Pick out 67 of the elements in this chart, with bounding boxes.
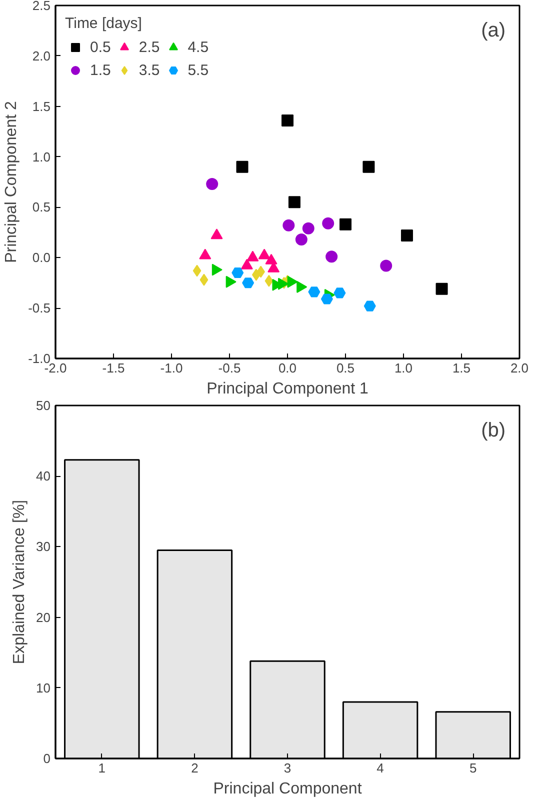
- x-tick-label: 1.0: [394, 360, 413, 376]
- point: [362, 160, 375, 173]
- point: [210, 228, 223, 240]
- point: [340, 218, 352, 230]
- y-tick-label: 20: [36, 610, 51, 625]
- point: [192, 264, 202, 277]
- x-tick-label: 5: [469, 760, 477, 776]
- x-tick-label: 0.5: [336, 360, 355, 376]
- x-tick-label: 4: [376, 760, 384, 776]
- y-tick-label: 50: [36, 398, 51, 413]
- x-axis-title: Principal Component 1: [206, 380, 369, 398]
- x-tick-label: -1.5: [102, 360, 125, 376]
- legend-label: 0.5: [90, 38, 111, 56]
- x-axis-title: Principal Component: [213, 780, 362, 798]
- x-tick-label: 2.0: [510, 360, 529, 376]
- y-axis-title: Explained Variance [%]: [11, 500, 28, 664]
- legend-title: Time [days]: [65, 15, 143, 32]
- legend-label: 4.5: [188, 38, 209, 56]
- y-tick-label: 0.0: [32, 250, 51, 266]
- point: [302, 222, 314, 234]
- x-tick-label: 1: [98, 760, 106, 776]
- y-tick-label: 2.0: [32, 48, 51, 64]
- legend-label: 2.5: [138, 38, 160, 56]
- y-tick-label: -1.0: [28, 351, 51, 366]
- point: [295, 234, 308, 246]
- point: [226, 276, 236, 288]
- point: [282, 219, 295, 232]
- legend-label: 5.5: [188, 62, 209, 78]
- point: [212, 264, 222, 276]
- annotation: (b): [481, 420, 506, 442]
- y-tick-label: 40: [36, 468, 51, 484]
- x-tick-label: 1.5: [452, 360, 471, 376]
- point: [200, 274, 208, 286]
- x-tick-label: -0.5: [218, 360, 241, 376]
- point: [436, 282, 448, 295]
- x-tick-label: 2: [191, 760, 198, 776]
- point: [282, 114, 294, 126]
- point: [380, 260, 392, 272]
- point: [320, 294, 333, 304]
- point: [287, 276, 298, 288]
- annotation: (a): [481, 20, 506, 42]
- point: [334, 288, 346, 298]
- point: [326, 250, 338, 263]
- y-tick-label: 1.0: [32, 149, 51, 164]
- point: [236, 160, 248, 173]
- x-tick-label: 3: [284, 760, 292, 776]
- point: [400, 229, 413, 242]
- y-tick-label: 30: [36, 539, 51, 554]
- legend-label: 1.5: [90, 62, 111, 78]
- point: [364, 300, 376, 312]
- point: [288, 196, 300, 208]
- x-tick-label: 0.0: [278, 360, 297, 376]
- point: [242, 278, 254, 288]
- point: [322, 217, 334, 230]
- y-tick-label: 0: [43, 751, 51, 766]
- y-tick-label: 0.5: [32, 200, 51, 215]
- y-tick-label: 1.5: [32, 98, 51, 114]
- y-tick-label: 10: [36, 680, 51, 696]
- legend-label: 3.5: [138, 62, 160, 78]
- y-tick-label: -0.5: [28, 300, 51, 316]
- y-tick-label: 2.5: [32, 0, 51, 13]
- point: [308, 286, 320, 298]
- x-tick-label: -1.0: [160, 360, 183, 376]
- point: [206, 178, 218, 190]
- y-axis-title: Principal Component 2: [3, 100, 20, 263]
- point: [232, 268, 244, 278]
- point: [264, 274, 274, 287]
